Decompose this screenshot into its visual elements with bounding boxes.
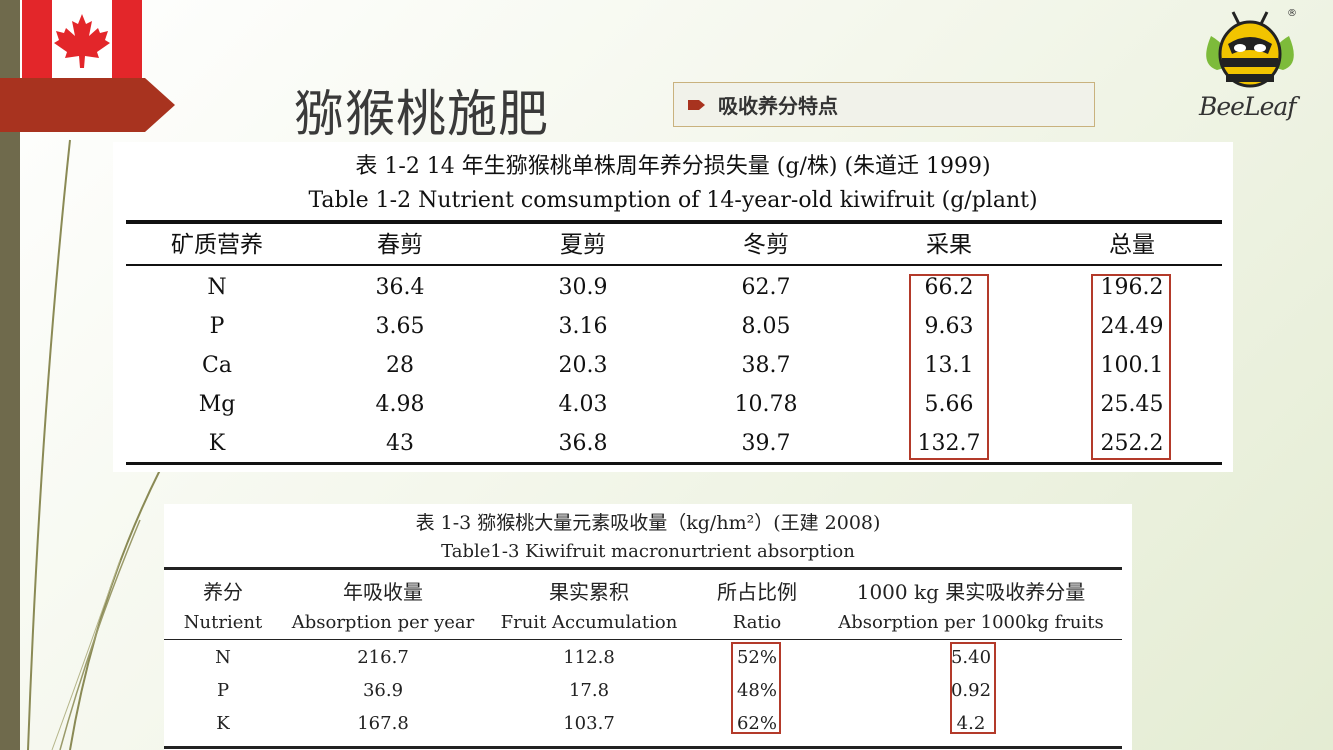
per-1000kg-column-highlight: [950, 642, 996, 734]
table1-caption-cn: 表 1-2 14 年生猕猴桃单株周年养分损失量 (g/株) (朱道迁 1999): [355, 154, 991, 179]
table1-cell: 20.3: [558, 353, 608, 378]
table1-cell: 43: [386, 431, 414, 456]
registered-mark: ®: [1287, 8, 1297, 19]
table1-cell: 8.05: [741, 314, 791, 339]
table2-header-rule: [164, 639, 1122, 640]
harvest-column-highlight: [909, 274, 989, 460]
table1-header-rule: [126, 264, 1222, 266]
table1-cell: 5.66: [924, 392, 974, 417]
table1-cell: 9.63: [924, 314, 974, 339]
table2-cell: 216.7: [357, 647, 409, 668]
table2-cell: 112.8: [563, 647, 615, 668]
table2-header-cn: 年吸收量: [343, 580, 423, 604]
section-label: 吸收养分特点: [718, 94, 838, 118]
canada-flag-icon: [22, 0, 142, 78]
table2-header-en: Nutrient: [183, 612, 263, 633]
table2-row-label: N: [215, 647, 231, 668]
table1-cell: 36.8: [558, 431, 608, 456]
arrow-bullet-icon: [688, 99, 705, 110]
table1-cell: 3.16: [558, 314, 608, 339]
table2-header-cn: 1000 kg 果实吸收养分量: [856, 580, 1086, 604]
table2-header-en: Fruit Accumulation: [500, 612, 678, 633]
title-arrow-banner: [0, 78, 175, 132]
macronutrient-absorption-table: 表 1-3 猕猴桃大量元素吸收量（kg/hm²）(王建 2008) Table1…: [164, 504, 1132, 750]
table2-cell: 62%: [736, 713, 777, 734]
table2-caption-cn: 表 1-3 猕猴桃大量元素吸收量（kg/hm²）(王建 2008): [415, 512, 881, 534]
page-title: 猕猴桃施肥: [294, 85, 549, 143]
section-label-box: 吸收养分特点: [673, 82, 1095, 127]
table1-top-rule: [126, 220, 1222, 224]
table2-cell: 4.2: [956, 713, 986, 734]
table2-header-cn: 所占比例: [717, 580, 797, 604]
table2-cell: 0.92: [950, 680, 992, 701]
table2-header-en: Absorption per 1000kg fruits: [838, 612, 1104, 633]
table2-cell: 17.8: [568, 680, 610, 701]
table2-cell: 36.9: [362, 680, 404, 701]
table1-cell: 25.45: [1100, 392, 1164, 417]
table1-header: 总量: [1109, 232, 1155, 258]
table1-cell: 62.7: [741, 275, 791, 300]
table2-cell: 52%: [736, 647, 777, 668]
table1-row-label: P: [209, 314, 225, 339]
table1-cell: 28: [386, 353, 414, 378]
ratio-column-highlight: [731, 642, 781, 734]
table1-cell: 10.78: [734, 392, 798, 417]
table1-header: 采果: [926, 232, 972, 258]
table1-row-label: N: [207, 275, 227, 300]
total-column-highlight: [1091, 274, 1171, 460]
table1-row-label: Ca: [202, 353, 232, 378]
table1-bottom-rule: [126, 462, 1222, 465]
table1-header: 春剪: [377, 232, 423, 258]
table1-cell: 36.4: [375, 275, 425, 300]
table2-top-rule: [164, 567, 1122, 570]
table1-cell: 3.65: [375, 314, 425, 339]
table2-header-cn: 养分: [203, 580, 243, 604]
table2-cell: 48%: [736, 680, 777, 701]
table2-row-label: P: [216, 680, 230, 701]
table1-cell: 39.7: [741, 431, 791, 456]
table2-row-label: K: [216, 713, 230, 734]
table1-cell: 132.7: [917, 431, 981, 456]
bee-mascot-icon: [1206, 11, 1294, 88]
table2-cell: 5.40: [950, 647, 992, 668]
table1-cell: 66.2: [924, 275, 974, 300]
table1-cell: 196.2: [1100, 275, 1164, 300]
table1-cell: 4.03: [558, 392, 608, 417]
left-sidebar-strip: [0, 0, 20, 750]
logo-text: BeeLeaf: [1199, 92, 1297, 121]
table1-caption-en: Table 1-2 Nutrient comsumption of 14-yea…: [308, 188, 1038, 213]
table1-cell: 30.9: [558, 275, 608, 300]
table1-header: 夏剪: [560, 232, 606, 258]
table1-cell: 24.49: [1100, 314, 1164, 339]
table2-caption-en: Table1-3 Kiwifruit macronurtrient absorp…: [441, 541, 855, 562]
table1-cell: 38.7: [741, 353, 791, 378]
table2-header-en: Ratio: [732, 612, 782, 633]
table1-header: 矿质营养: [171, 232, 263, 258]
table1-cell: 252.2: [1100, 431, 1164, 456]
table1-row-label: K: [208, 431, 226, 456]
table1-cell: 4.98: [375, 392, 425, 417]
table1-row-label: Mg: [198, 392, 236, 417]
nutrient-loss-table: 表 1-2 14 年生猕猴桃单株周年养分损失量 (g/株) (朱道迁 1999)…: [113, 142, 1233, 472]
table1-header: 冬剪: [743, 232, 789, 258]
table1-cell: 100.1: [1100, 353, 1164, 378]
table2-cell: 103.7: [563, 713, 615, 734]
table2-header-cn: 果实累积: [549, 580, 629, 604]
table1-cell: 13.1: [924, 353, 974, 378]
table2-cell: 167.8: [357, 713, 409, 734]
table2-header-en: Absorption per year: [291, 612, 475, 633]
beeleaf-logo: ® BeeLeaf: [1195, 6, 1325, 132]
table2-bottom-rule: [164, 746, 1122, 749]
